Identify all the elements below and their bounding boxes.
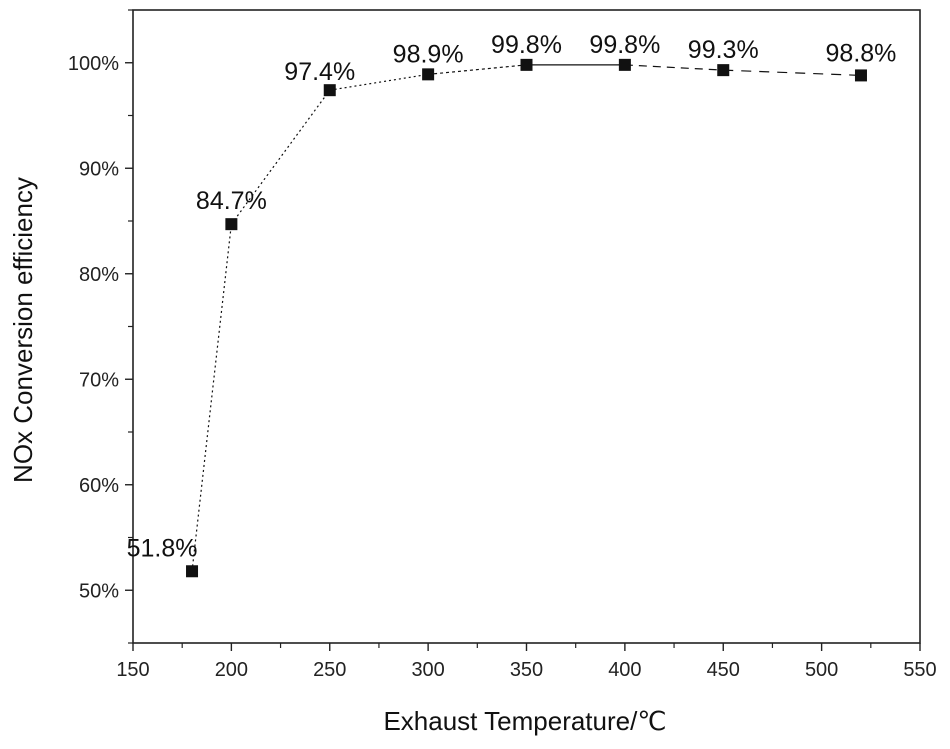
y-tick-label: 80% <box>79 264 119 286</box>
y-tick-label: 90% <box>79 158 119 180</box>
data-point-marker <box>225 218 238 231</box>
data-markers <box>186 58 867 578</box>
data-point-label: 84.7% <box>196 187 267 215</box>
x-tick-label: 550 <box>903 659 936 681</box>
x-axis-title: Exhaust Temperature/℃ <box>383 706 666 736</box>
y-axis-title: NOx Conversion efficiency <box>8 177 38 483</box>
data-point-marker <box>186 565 199 578</box>
axes: 150 200 250 300 350 400 450 500 550 50% 60% 70% 80% 9… <box>68 9 937 681</box>
data-point-label: 97.4% <box>284 58 355 86</box>
series-segment <box>329 73 429 91</box>
data-point-marker <box>323 84 336 97</box>
y-tick-label: 60% <box>79 475 119 497</box>
y-tick-label: 70% <box>79 369 119 391</box>
data-point-marker <box>618 58 631 71</box>
data-point-marker <box>854 69 867 82</box>
x-tick-label: 450 <box>707 659 740 681</box>
x-tick-label: 300 <box>411 659 444 681</box>
x-tick-label: 150 <box>116 659 149 681</box>
data-point-marker <box>520 58 533 71</box>
series-segment <box>624 64 724 71</box>
series-segment <box>428 64 527 75</box>
series-segment <box>723 69 861 77</box>
data-point-label: 99.8% <box>491 31 562 59</box>
x-tick-label: 350 <box>510 659 543 681</box>
data-point-marker <box>717 64 730 77</box>
data-point-label: 98.8% <box>826 39 897 67</box>
data-point-label: 98.9% <box>393 40 464 68</box>
x-tick-label: 200 <box>215 659 248 681</box>
y-tick-label: 100% <box>68 53 119 75</box>
y-tick-label: 50% <box>79 580 119 602</box>
series-segment <box>191 224 232 572</box>
x-tick-label: 250 <box>313 659 346 681</box>
data-point-label: 99.3% <box>688 36 759 64</box>
plot-frame <box>132 9 921 644</box>
data-point-marker <box>422 68 435 81</box>
series-lines <box>191 64 861 572</box>
x-tick-label: 400 <box>608 659 641 681</box>
data-point-label: 99.8% <box>589 31 660 59</box>
data-labels: 51.8% 84.7% 97.4% 98.9% 99.8% 99.8% 99.3% 98.8% <box>127 31 897 562</box>
x-tick-label: 500 <box>805 659 838 681</box>
data-point-label: 51.8% <box>127 534 198 562</box>
